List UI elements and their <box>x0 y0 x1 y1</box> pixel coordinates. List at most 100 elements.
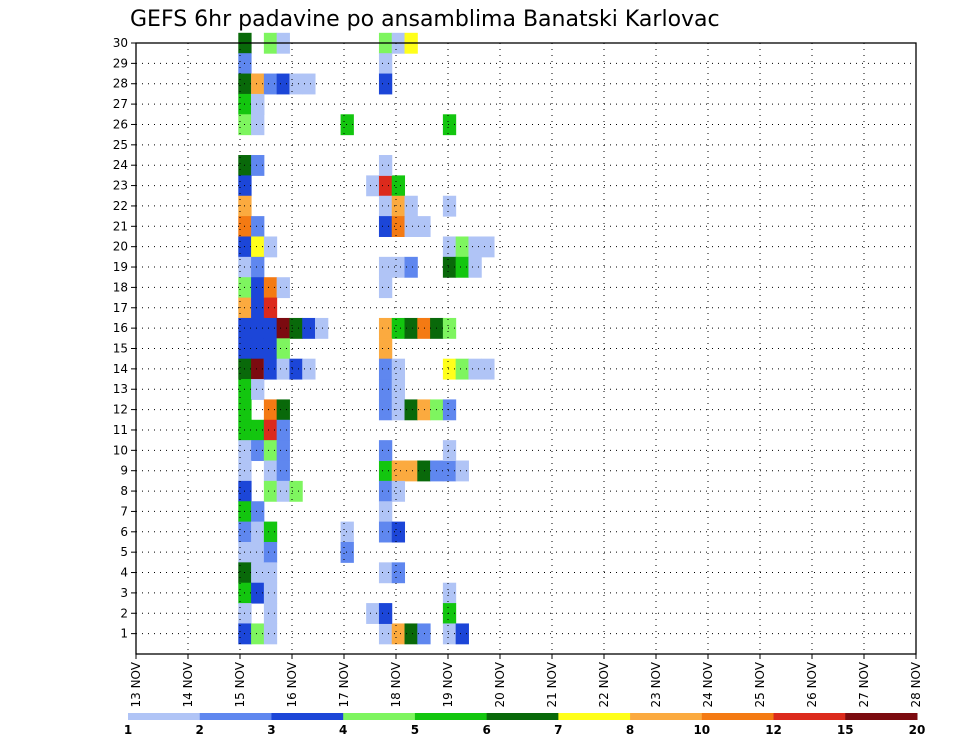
heatmap-cell <box>315 317 329 339</box>
legend-swatch <box>701 713 775 720</box>
heatmap-cell <box>404 460 418 482</box>
heatmap-cell <box>442 623 457 645</box>
heatmap-cell <box>378 562 393 584</box>
heatmap-cell <box>251 155 265 176</box>
heatmap-cell <box>417 317 431 339</box>
heatmap-cell <box>442 236 457 258</box>
heatmap-cell <box>378 521 393 543</box>
heatmap-cell <box>378 317 393 339</box>
legend-label: 7 <box>554 723 562 737</box>
heatmap-cell <box>378 277 393 299</box>
heatmap-cell <box>481 236 495 258</box>
heatmap-cell <box>276 480 290 502</box>
legend-label: 15 <box>837 723 854 737</box>
heatmap-cell <box>455 256 469 278</box>
heatmap-cell <box>302 73 316 95</box>
y-tick-label: 24 <box>113 158 128 172</box>
legend-swatch <box>271 713 344 720</box>
x-tick-label: 17 NOV <box>337 661 351 707</box>
heatmap-cell <box>251 256 265 278</box>
legend-label: 5 <box>411 723 419 737</box>
legend-swatch <box>630 713 703 720</box>
y-tick-label: 27 <box>113 97 128 111</box>
y-tick-label: 22 <box>113 199 128 213</box>
heatmap-cell <box>289 358 303 380</box>
heatmap-cell <box>391 216 406 237</box>
heatmap-cell <box>404 317 418 339</box>
heatmap-cell <box>417 623 431 645</box>
heatmap-cell <box>378 603 393 624</box>
heatmap-cell <box>442 440 457 462</box>
heatmap-cell <box>391 521 406 543</box>
heatmap-cell <box>442 358 457 380</box>
y-tick-label: 23 <box>113 179 128 193</box>
heatmap-cell <box>251 521 265 543</box>
heatmap-cell <box>263 297 278 319</box>
heatmap-cell <box>251 541 265 563</box>
legend-swatch <box>343 713 416 720</box>
heatmap-cell <box>251 277 265 299</box>
heatmap-cell <box>391 623 406 645</box>
heatmap-cell <box>251 93 265 115</box>
color-legend: 1 2 3 4 5 6 7 8 10 12 15 20 <box>124 713 926 737</box>
heatmap-cell <box>289 317 303 339</box>
heatmap-cell <box>442 460 457 482</box>
legend-label: 20 <box>909 723 926 737</box>
legend-swatch <box>845 713 918 720</box>
legend-swatch <box>558 713 631 720</box>
heatmap-cell <box>378 53 393 75</box>
heatmap-cell <box>263 236 278 258</box>
heatmap-cell <box>263 338 278 360</box>
legend-swatch <box>486 713 559 720</box>
legend-label: 1 <box>124 723 132 737</box>
heatmap-cell <box>391 480 406 502</box>
x-tick-label: 21 NOV <box>545 661 559 707</box>
heatmap-cells <box>238 32 495 645</box>
heatmap-cell <box>378 155 393 176</box>
x-tick-label: 16 NOV <box>285 661 299 707</box>
heatmap-cell <box>251 440 265 462</box>
legend-label: 6 <box>482 723 490 737</box>
x-tick-label: 14 NOV <box>181 661 195 707</box>
heatmap-cell <box>391 379 406 400</box>
heatmap-cell <box>276 317 290 339</box>
y-tick-label: 25 <box>113 138 128 152</box>
x-axis-ticks: 13 NOV 14 NOV 15 NOV 16 NOV 17 NOV 18 NOV 19 N… <box>129 654 923 708</box>
heatmap-cell <box>378 623 393 645</box>
heatmap-cell <box>404 399 418 421</box>
x-tick-label: 22 NOV <box>597 661 611 707</box>
heatmap-cell <box>378 501 393 523</box>
heatmap-cell <box>391 175 406 197</box>
heatmap-cell <box>263 419 278 441</box>
legend-label: 10 <box>693 723 710 737</box>
legend-swatch <box>128 713 201 720</box>
y-tick-label: 10 <box>113 443 128 457</box>
y-tick-label: 6 <box>120 525 128 539</box>
heatmap-cell <box>251 582 265 604</box>
y-tick-label: 17 <box>113 301 128 315</box>
legend-swatch <box>199 713 272 720</box>
heatmap-cell <box>263 623 278 645</box>
heatmap-cell <box>378 358 393 380</box>
y-tick-label: 26 <box>113 117 128 131</box>
heatmap-cell <box>302 358 316 380</box>
heatmap-cell <box>276 338 290 360</box>
x-tick-label: 20 NOV <box>493 661 507 707</box>
heatmap-cell <box>455 358 469 380</box>
y-tick-label: 4 <box>120 566 128 580</box>
heatmap-cell <box>251 73 265 95</box>
legend-label: 4 <box>339 723 347 737</box>
heatmap-cell <box>263 562 278 584</box>
y-tick-label: 19 <box>113 260 128 274</box>
x-tick-label: 26 NOV <box>805 661 819 707</box>
y-tick-label: 3 <box>120 586 128 600</box>
heatmap-cell <box>276 399 290 421</box>
heatmap-cell <box>251 114 265 136</box>
heatmap-cell <box>340 521 354 543</box>
heatmap-cell <box>378 175 393 197</box>
legend-swatch <box>414 713 488 720</box>
heatmap-cell <box>263 358 278 380</box>
heatmap-cell <box>378 256 393 278</box>
heatmap-cell <box>417 399 431 421</box>
